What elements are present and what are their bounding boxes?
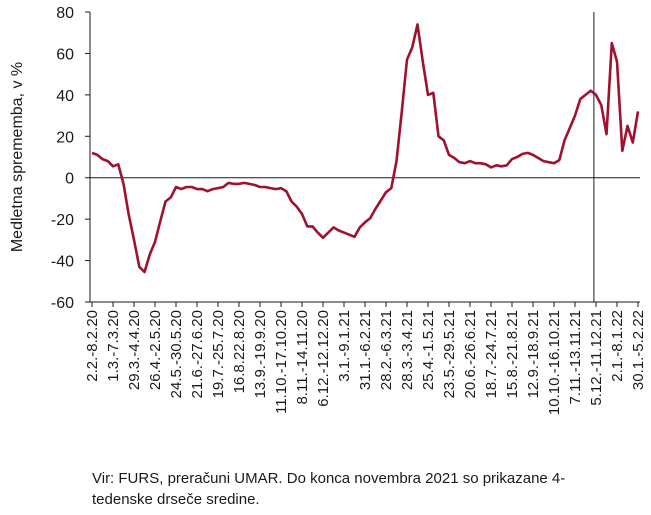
x-tick-label: 6.12.-12.12.20 bbox=[315, 310, 332, 407]
x-tick-label: 26.4.-2.5.20 bbox=[147, 310, 164, 390]
x-tick-label: 21.6.-27.6.20 bbox=[189, 310, 206, 398]
y-tick-label: -60 bbox=[51, 295, 74, 312]
x-tick-label: 16.8.22.8.20 bbox=[231, 310, 248, 393]
x-tick-label: 20.6.-26.6.21 bbox=[462, 310, 479, 398]
x-tick-label: 30.1.-5.2.22 bbox=[630, 310, 647, 390]
x-tick-label: 28.2.-6.3.21 bbox=[378, 310, 395, 390]
y-tick-label: 60 bbox=[56, 46, 74, 63]
x-tick-label: 10.10.-16.10.21 bbox=[546, 310, 563, 415]
x-tick-label: 1.3.-7.3.20 bbox=[105, 310, 122, 382]
x-tick-label: 31.1.-6.2.21 bbox=[357, 310, 374, 390]
x-tick-label: 19.7.-25.7.20 bbox=[210, 310, 227, 398]
y-tick-label: 0 bbox=[65, 171, 74, 188]
y-tick-label: -20 bbox=[51, 212, 74, 229]
source-note: Vir: FURS, preračuni UMAR. Do konca nove… bbox=[92, 470, 566, 508]
y-tick-label: 40 bbox=[56, 88, 74, 105]
x-tick-label: 3.1.-9.1.21 bbox=[336, 310, 353, 382]
y-tick-label: 20 bbox=[56, 129, 74, 146]
x-tick-label: 18.7.-24.7.21 bbox=[483, 310, 500, 398]
x-tick-label: 15.8.-21.8.21 bbox=[504, 310, 521, 398]
y-axis-label: Medletna sprememba, v % bbox=[9, 62, 26, 252]
line-chart: 80 60 40 20 0 -20 -40 -60 2.2.-8.2.20 1.3.-7.3.2… bbox=[9, 5, 647, 415]
x-tick-label: 2.2.-8.2.20 bbox=[84, 310, 101, 382]
series-line bbox=[91, 23, 640, 274]
x-tick-label: 24.5.-30.5.20 bbox=[168, 310, 185, 398]
x-tick-label: 11.10.-17.10.20 bbox=[273, 310, 290, 414]
x-tick-label: 2.1.-8.1.22 bbox=[609, 310, 626, 382]
x-tick-label: 7.11.-13.11.21 bbox=[567, 310, 584, 405]
x-tick-label: 25.4.-1.5.21 bbox=[420, 310, 437, 390]
x-tick-label: 13.9.-19.9.20 bbox=[252, 310, 269, 398]
x-tick-label: 8.11.-14.11.20 bbox=[294, 310, 311, 405]
y-tick-label: 80 bbox=[56, 5, 74, 22]
x-tick-label: 12.9.-18.9.21 bbox=[525, 310, 542, 398]
x-tick-label: 5.12.-11.12.21 bbox=[588, 310, 605, 406]
x-tick-label: 29.3.-4.4.20 bbox=[126, 310, 143, 390]
y-tick-label: -40 bbox=[51, 254, 74, 271]
y-axis: 80 60 40 20 0 -20 -40 -60 bbox=[51, 5, 91, 312]
x-tick-label: 28.3.-3.4.21 bbox=[399, 310, 416, 390]
x-tick-label: 23.5.-29.5.21 bbox=[441, 310, 458, 398]
x-axis: 2.2.-8.2.20 1.3.-7.3.20 29.3.-4.4.20 26.4.-… bbox=[84, 301, 647, 415]
